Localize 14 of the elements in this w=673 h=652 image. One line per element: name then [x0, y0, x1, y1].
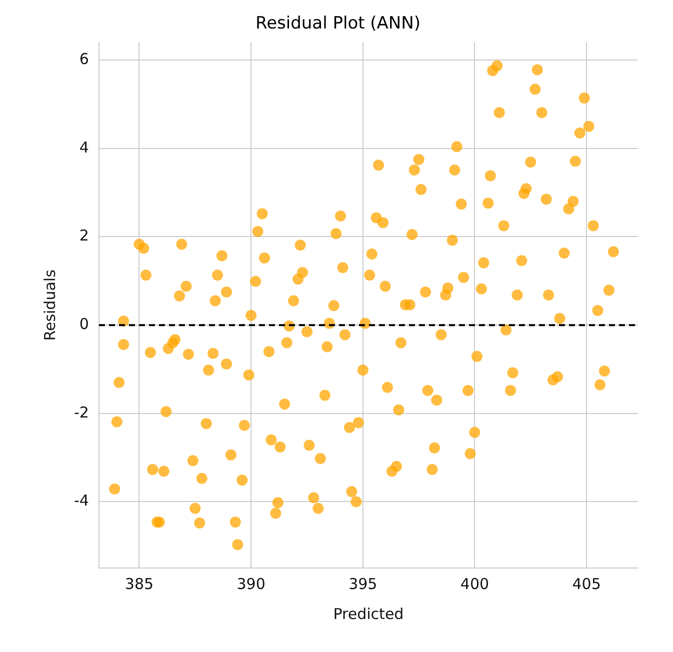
- y-tick-label: -2: [74, 403, 89, 422]
- x-tick-label: 390: [236, 574, 266, 593]
- y-tick-label: 4: [79, 138, 89, 156]
- x-tick-label: 385: [124, 574, 154, 593]
- y-tick-label: 2: [79, 226, 89, 245]
- y-tick-label: 6: [79, 50, 89, 68]
- x-tick-label: 400: [460, 574, 490, 593]
- x-tick-label: 395: [348, 574, 378, 593]
- x-tick-label: 405: [572, 574, 601, 593]
- y-axis-title: Residuals: [40, 269, 59, 341]
- y-tick-label: 0: [79, 314, 89, 333]
- chart-title: Residual Plot (ANN): [256, 14, 420, 34]
- x-axis-title: Predicted: [333, 604, 404, 623]
- y-tick-label: -4: [74, 492, 89, 510]
